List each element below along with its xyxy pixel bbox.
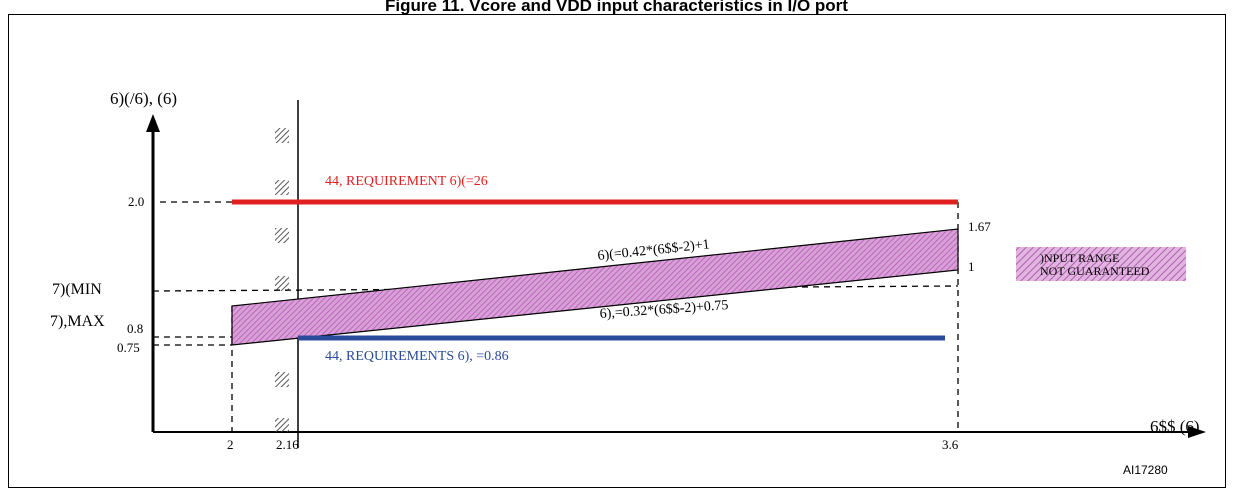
x-tick-2: 2	[227, 437, 234, 452]
right-value-1: 1	[968, 259, 975, 274]
figure-title: Figure 11. Vcore and VDD input character…	[385, 0, 848, 15]
vih-requirement-label: 44, REQUIREMENT 6)(=26	[325, 174, 488, 189]
y-tick-2-0: 2.0	[128, 194, 144, 209]
guide-vihmin	[152, 285, 959, 292]
y-tick-0-8: 0.8	[127, 321, 143, 336]
hatch-marker	[275, 418, 289, 432]
hatch-marker	[275, 128, 289, 143]
input-range-band	[231, 228, 959, 346]
legend-swatch	[1016, 247, 1186, 281]
y-tick-0-75: 0.75	[117, 340, 140, 355]
hatch-marker-column	[275, 128, 289, 432]
x-tick-3-6: 3.6	[942, 437, 959, 452]
vil-requirement-label: 44, REQUIREMENTS 6), =0.86	[325, 349, 509, 364]
y-axis-arrow	[146, 114, 160, 132]
hatch-marker	[275, 372, 289, 387]
legend-text-line1: )NPUT RANGE	[1040, 251, 1119, 265]
hatch-marker	[275, 276, 289, 291]
right-value-1-67: 1.67	[968, 219, 991, 234]
y-tick-vihmin: 7)(MIN	[52, 281, 102, 298]
x-axis-arrow	[1188, 426, 1206, 438]
x-axis-label: 6$$ (6)	[1150, 417, 1200, 436]
figure-ref-id: AI17280	[1123, 463, 1168, 477]
figure-frame	[8, 14, 1226, 488]
y-axis-label: 6)(/6), (6)	[110, 89, 177, 108]
hatch-marker	[275, 228, 289, 243]
hatch-marker	[275, 180, 289, 195]
y-tick-vilmax: 7),MAX	[50, 313, 105, 330]
legend: )NPUT RANGE NOT GUARANTEED	[1016, 247, 1186, 281]
legend-text-line2: NOT GUARANTEED	[1040, 264, 1150, 278]
x-tick-2-16: 2.16	[276, 437, 299, 452]
